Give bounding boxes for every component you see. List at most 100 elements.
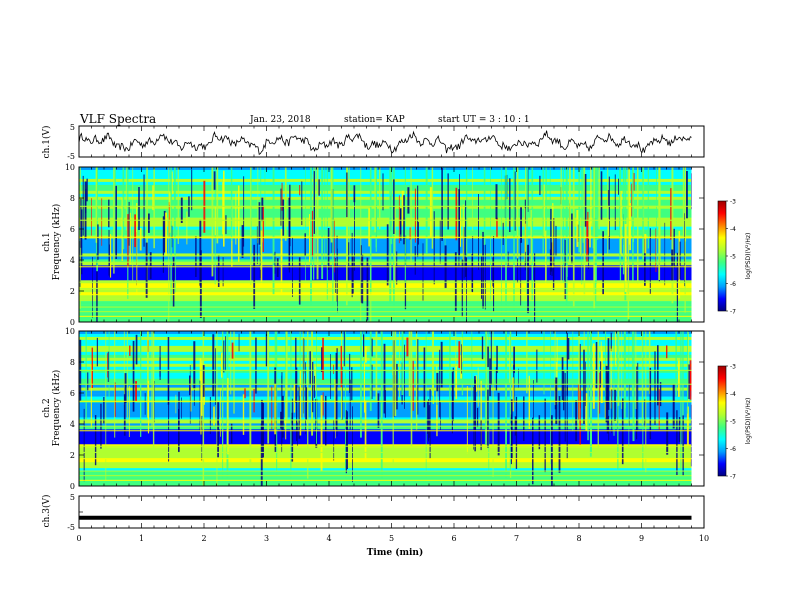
spectrogram-streak <box>90 364 92 428</box>
y-tick-label: 5 <box>70 493 75 502</box>
spectrogram-line <box>79 294 692 296</box>
spectrogram-streak <box>461 331 464 396</box>
spectrogram-streak <box>471 331 473 421</box>
spectrogram-streak <box>159 346 161 380</box>
spectrogram-band <box>79 453 704 457</box>
spectrogram-streak <box>209 396 211 434</box>
figure-title: VLF Spectra <box>80 112 157 126</box>
spectrogram-streak <box>222 331 224 486</box>
spectrogram-streak <box>139 228 142 251</box>
spectrogram-streak <box>605 331 607 403</box>
spectrogram-streak <box>146 167 148 282</box>
spectrogram-streak <box>121 197 123 261</box>
spectrogram-streak <box>230 167 233 241</box>
spectrogram-streak <box>477 367 479 407</box>
spectrogram-streak <box>583 167 586 300</box>
spectrogram-streak <box>613 331 615 436</box>
spectrogram-streak <box>97 224 99 260</box>
spectrogram-streak <box>82 175 84 236</box>
spectrogram-streak <box>514 171 516 231</box>
spectrogram-streak <box>260 423 263 486</box>
spectrogram-band <box>79 414 704 418</box>
spectrogram-streak <box>452 367 454 422</box>
spectrogram-streak <box>353 185 356 203</box>
spectrogram-streak <box>346 167 348 306</box>
spectrogram-streak <box>258 202 261 245</box>
spectrogram-streak <box>600 361 602 388</box>
spectrogram-streak <box>440 402 441 431</box>
spectrogram-streak <box>601 350 603 403</box>
spectrogram-streak <box>404 344 405 409</box>
y-tick-label: 4 <box>70 420 75 429</box>
spectrogram-streak <box>678 230 681 299</box>
spectrogram-streak <box>282 395 284 438</box>
colorbar-tick-label: -4 <box>730 391 736 398</box>
spectrogram-streak <box>578 331 580 429</box>
spectrogram-streak <box>200 363 202 435</box>
spectrogram-streak <box>144 392 146 415</box>
spectrogram-streak <box>107 353 108 378</box>
spectrogram-streak <box>346 411 348 470</box>
spectrogram-streak <box>125 167 127 231</box>
spectrogram-line <box>79 400 692 402</box>
ch2-spectrogram-panel: 0 2 4 6 8 10 <box>65 327 705 491</box>
spectrogram-streak <box>572 167 575 307</box>
spectrogram-streak <box>377 393 380 428</box>
spectrogram-streak <box>348 167 350 254</box>
spectrogram-streak <box>135 334 138 365</box>
spectrogram-streak <box>461 337 463 362</box>
spectrogram-streak <box>123 331 125 405</box>
colorbar-bar <box>717 365 727 477</box>
spectrogram-streak <box>589 222 591 248</box>
spectrogram-streak <box>592 343 595 409</box>
spectrogram-streak <box>623 331 626 419</box>
spectrogram-band <box>79 462 704 466</box>
spectrogram-streak <box>404 167 406 283</box>
spectrogram-streak <box>648 331 651 395</box>
spectrogram-streak <box>687 331 689 414</box>
spectrogram-streak <box>423 347 426 408</box>
spectrogram-streak <box>417 222 419 245</box>
spectrogram-streak <box>436 372 439 392</box>
spectrogram-streak <box>189 365 191 424</box>
spectrogram-streak <box>608 415 610 441</box>
spectrogram-streak <box>550 208 552 272</box>
date-label: Jan. 23, 2018 <box>250 115 311 125</box>
spectrogram-streak <box>489 358 491 397</box>
colorbar-tick-label: -5 <box>730 254 736 261</box>
spectrogram-streak <box>608 176 610 250</box>
spectrogram-streak <box>604 399 606 419</box>
spectrogram-streak <box>299 370 302 436</box>
spectrogram-streak <box>302 331 304 418</box>
spectrogram-streak <box>91 198 92 236</box>
spectrogram-streak <box>307 331 309 479</box>
spectrogram-streak <box>496 345 498 373</box>
spectrogram-band <box>79 477 704 481</box>
spectrogram-streak <box>495 184 498 219</box>
spectrogram-streak <box>379 167 381 229</box>
colorbar-tick-label: -7 <box>730 309 736 316</box>
spectrogram-streak <box>191 170 193 211</box>
spectrogram-streak <box>276 331 278 475</box>
spectrogram-streak <box>492 331 494 477</box>
spectrogram-streak <box>255 337 257 394</box>
spectrogram-streak <box>560 167 562 281</box>
spectrogram-streak <box>309 214 311 263</box>
spectrogram-streak <box>516 167 519 259</box>
spectrogram-streak <box>513 346 515 373</box>
y-tick-label: 2 <box>70 287 75 296</box>
spectrogram-streak <box>195 236 197 277</box>
spectrogram-streak <box>126 331 128 418</box>
spectrogram-streak <box>92 256 93 318</box>
spectrogram-streak <box>202 331 205 486</box>
spectrogram-streak <box>305 167 306 281</box>
spectrogram-streak <box>532 417 534 485</box>
spectrogram-band <box>79 360 704 365</box>
spectrogram-streak <box>551 242 553 276</box>
spectrogram-streak <box>676 252 678 322</box>
spectrogram-streak <box>284 167 287 241</box>
spectrogram-streak <box>256 226 258 265</box>
spectrogram-streak <box>475 375 477 392</box>
x-tick-label: 6 <box>451 534 456 543</box>
